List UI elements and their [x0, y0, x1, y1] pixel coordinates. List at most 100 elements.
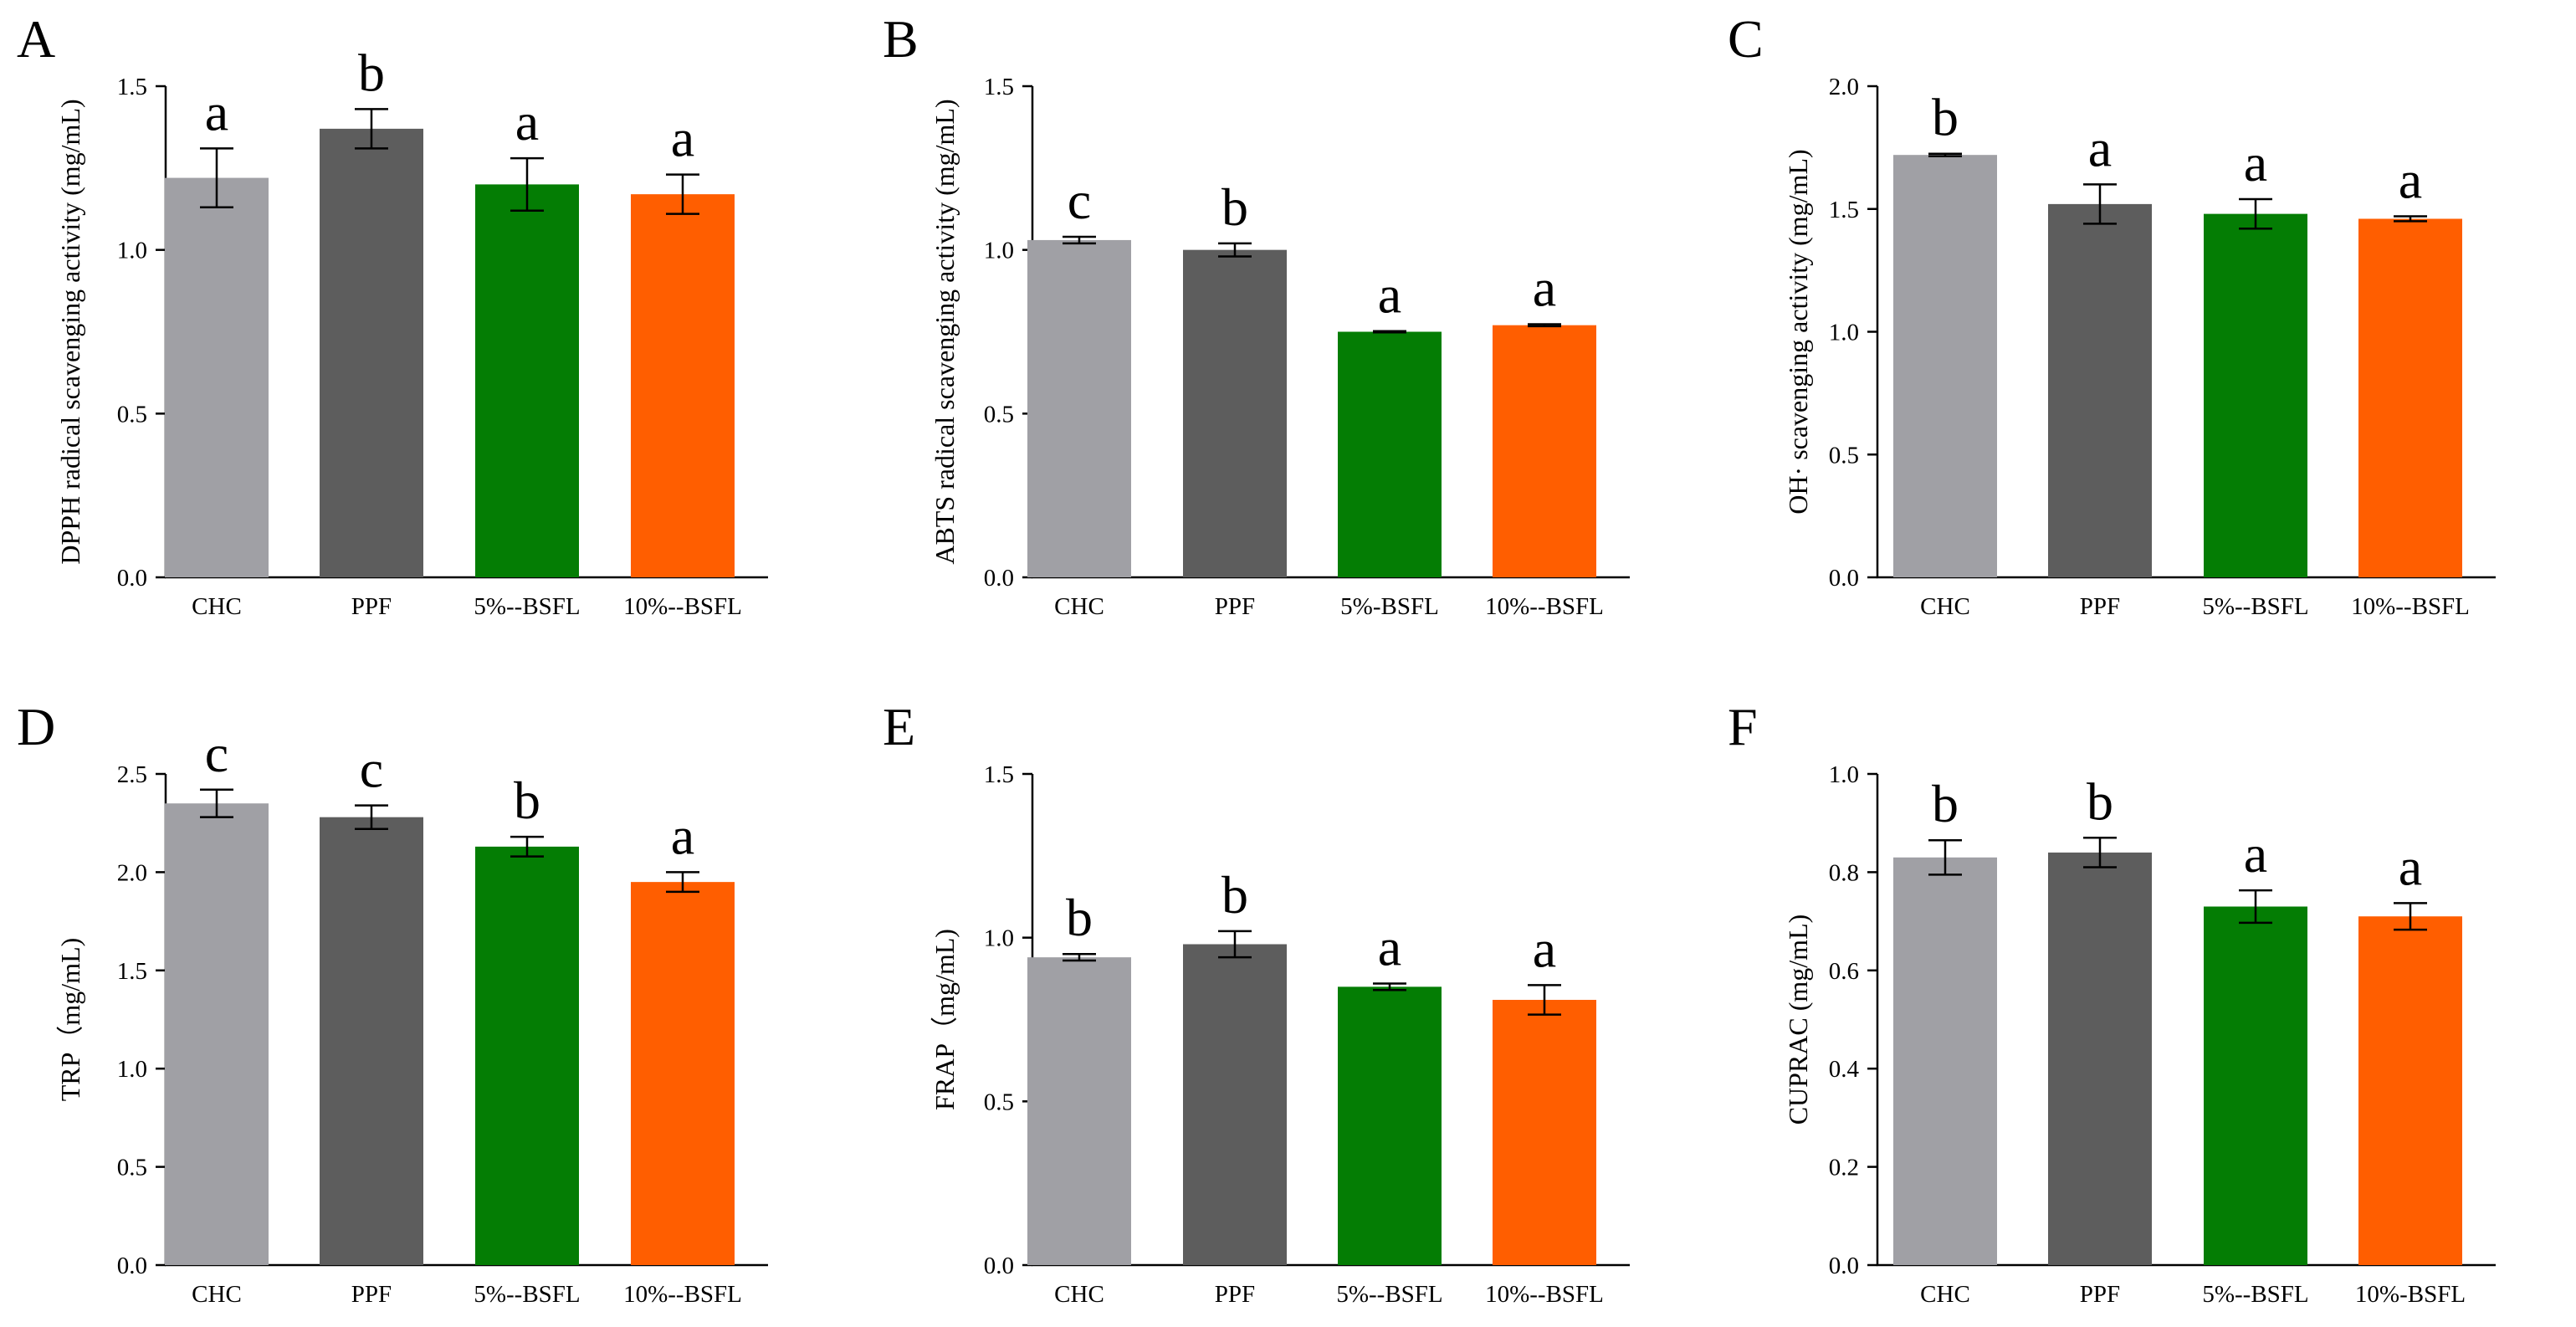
panel-e-sig-letter-3: a	[1533, 919, 1556, 978]
panel-e-ylabel: FRAP（mg/mL)	[930, 929, 960, 1110]
panel-f-letter: F	[1728, 697, 1758, 756]
panel-f-category-label-2: 5%--BSFL	[2202, 1281, 2308, 1308]
panel-a-ytick-label: 1.5	[117, 74, 147, 100]
panel-e-ytick-label: 0.0	[984, 1253, 1014, 1279]
panel-c-ytick-label: 0.0	[1829, 565, 1859, 592]
panel-b-letter: B	[883, 9, 919, 69]
panel-e: E 0.0 0.5 1.0 1.5 FRAP（mg/mL) b CHC b PPF a 5%--BSF…	[883, 697, 1630, 1308]
panel-e-sig-letter-0: b	[1066, 888, 1093, 947]
panel-c-category-label-1: PPF	[2080, 593, 2120, 620]
panel-a-category-label-1: PPF	[351, 593, 392, 620]
panel-d-bar-2	[475, 846, 579, 1265]
panel-b-sig-letter-0: c	[1068, 171, 1091, 230]
panel-a-category-label-0: CHC	[192, 593, 242, 620]
panel-a-ytick-label: 0.5	[117, 401, 147, 428]
panel-e-ytick-label: 1.0	[984, 925, 1014, 952]
panel-f-ytick-label: 0.4	[1829, 1056, 1860, 1083]
panel-b-category-label-1: PPF	[1215, 593, 1255, 620]
panel-f-bar-1	[2048, 852, 2152, 1265]
panel-b-sig-letter-3: a	[1533, 258, 1556, 317]
panel-d-ylabel: TRP（mg/mL)	[55, 938, 85, 1102]
panel-e-category-label-3: 10%--BSFL	[1485, 1281, 1604, 1308]
panel-b-bar-1	[1183, 249, 1287, 577]
panel-a-ylabel: DPPH radical scavenging activity (mg/mL)	[55, 99, 85, 564]
panel-c-ytick-label: 0.5	[1829, 442, 1859, 469]
panel-a-sig-letter-1: b	[358, 43, 385, 102]
panel-e-bar-2	[1338, 986, 1442, 1265]
panel-a-sig-letter-0: a	[205, 82, 228, 141]
panel-d-ytick-label: 2.0	[117, 859, 147, 886]
panel-e-ytick-label: 1.5	[984, 761, 1014, 788]
panel-d-ytick-label: 1.0	[117, 1056, 147, 1083]
panel-a-letter: A	[17, 9, 55, 69]
panel-e-category-label-1: PPF	[1215, 1281, 1255, 1308]
panel-c-bar-2	[2204, 213, 2307, 577]
panel-f-ytick-label: 0.2	[1829, 1155, 1859, 1181]
panel-a-ytick-label: 0.0	[117, 565, 147, 592]
panel-b-ytick-label: 0.5	[984, 401, 1014, 428]
panel-d-bar-3	[631, 882, 735, 1265]
panel-b-category-label-3: 10%--BSFL	[1485, 593, 1604, 620]
panel-c: C 0.0 0.5 1.0 1.5 2.0 OH· scavenging activity …	[1728, 9, 2496, 620]
panel-c-ytick-label: 2.0	[1829, 74, 1859, 100]
panel-a: A 0.0 0.5 1.0 1.5 DPPH radical scavenging act…	[17, 9, 768, 620]
panel-f-sig-letter-2: a	[2244, 824, 2267, 884]
panel-e-bar-3	[1493, 1000, 1596, 1265]
panel-a-sig-letter-3: a	[671, 109, 694, 168]
panel-d-sig-letter-0: c	[205, 724, 228, 783]
panel-c-category-label-0: CHC	[1920, 593, 1970, 620]
panel-a-ytick-label: 1.0	[117, 238, 147, 264]
panel-c-ytick-label: 1.0	[1829, 320, 1859, 346]
panel-d-category-label-3: 10%--BSFL	[623, 1281, 742, 1308]
panel-a-bar-1	[320, 128, 423, 577]
panel-f-bar-0	[1893, 857, 1997, 1265]
panel-f-category-label-0: CHC	[1920, 1281, 1970, 1308]
panel-d: D 0.0 0.5 1.0 1.5 2.0 2.5 TRP（mg/mL) c CHC c PPF b 5%…	[17, 697, 768, 1308]
panel-d-letter: D	[17, 697, 55, 756]
panel-a-bar-0	[165, 177, 269, 577]
panel-a-bar-2	[475, 184, 579, 577]
panel-b-sig-letter-1: b	[1221, 177, 1248, 237]
panel-e-sig-letter-1: b	[1221, 865, 1248, 925]
panel-b-ytick-label: 1.0	[984, 238, 1014, 264]
panel-e-sig-letter-2: a	[1378, 917, 1401, 976]
panel-d-ytick-label: 1.5	[117, 958, 147, 985]
panel-f-bar-2	[2204, 906, 2307, 1265]
panel-d-sig-letter-1: c	[360, 740, 383, 799]
panel-c-ytick-label: 1.5	[1829, 197, 1859, 223]
panel-c-sig-letter-2: a	[2244, 133, 2267, 192]
panel-c-sig-letter-1: a	[2088, 118, 2112, 177]
panel-f-category-label-1: PPF	[2080, 1281, 2120, 1308]
panel-d-ytick-label: 2.5	[117, 761, 147, 788]
panel-b-category-label-0: CHC	[1054, 593, 1104, 620]
panel-e-category-label-2: 5%--BSFL	[1336, 1281, 1442, 1308]
panel-e-ytick-label: 0.5	[984, 1089, 1014, 1115]
panel-d-ytick-label: 0.5	[117, 1155, 147, 1181]
panel-b: B 0.0 0.5 1.0 1.5 ABTS radical scavenging act…	[883, 9, 1630, 620]
panel-d-sig-letter-2: b	[514, 771, 540, 830]
panel-d-category-label-2: 5%--BSFL	[474, 1281, 580, 1308]
panel-c-category-label-2: 5%--BSFL	[2202, 593, 2308, 620]
panel-c-bar-3	[2358, 218, 2462, 577]
panel-b-sig-letter-2: a	[1378, 265, 1401, 325]
panel-e-letter: E	[883, 697, 915, 756]
panel-f-category-label-3: 10%-BSFL	[2355, 1281, 2466, 1308]
panel-c-letter: C	[1728, 9, 1764, 69]
panel-b-bar-3	[1493, 325, 1596, 577]
panel-c-sig-letter-3: a	[2399, 151, 2422, 210]
panel-f-ytick-label: 0.6	[1829, 958, 1859, 985]
panel-f-ytick-label: 0.8	[1829, 859, 1859, 886]
panel-a-category-label-2: 5%--BSFL	[474, 593, 580, 620]
panel-f-sig-letter-1: b	[2087, 771, 2113, 831]
panel-f-ytick-label: 0.0	[1829, 1253, 1859, 1279]
panel-e-bar-0	[1027, 957, 1131, 1265]
panel-c-category-label-3: 10%--BSFL	[2351, 593, 2470, 620]
panel-f-bar-3	[2358, 916, 2462, 1265]
panel-f-sig-letter-0: b	[1932, 774, 1959, 833]
panel-b-ytick-label: 1.5	[984, 74, 1014, 100]
panel-f-ytick-label: 1.0	[1829, 761, 1859, 788]
panel-b-ylabel: ABTS radical scavenging activity (mg/mL)	[930, 99, 960, 564]
panel-e-bar-1	[1183, 944, 1287, 1265]
panel-d-category-label-1: PPF	[351, 1281, 392, 1308]
